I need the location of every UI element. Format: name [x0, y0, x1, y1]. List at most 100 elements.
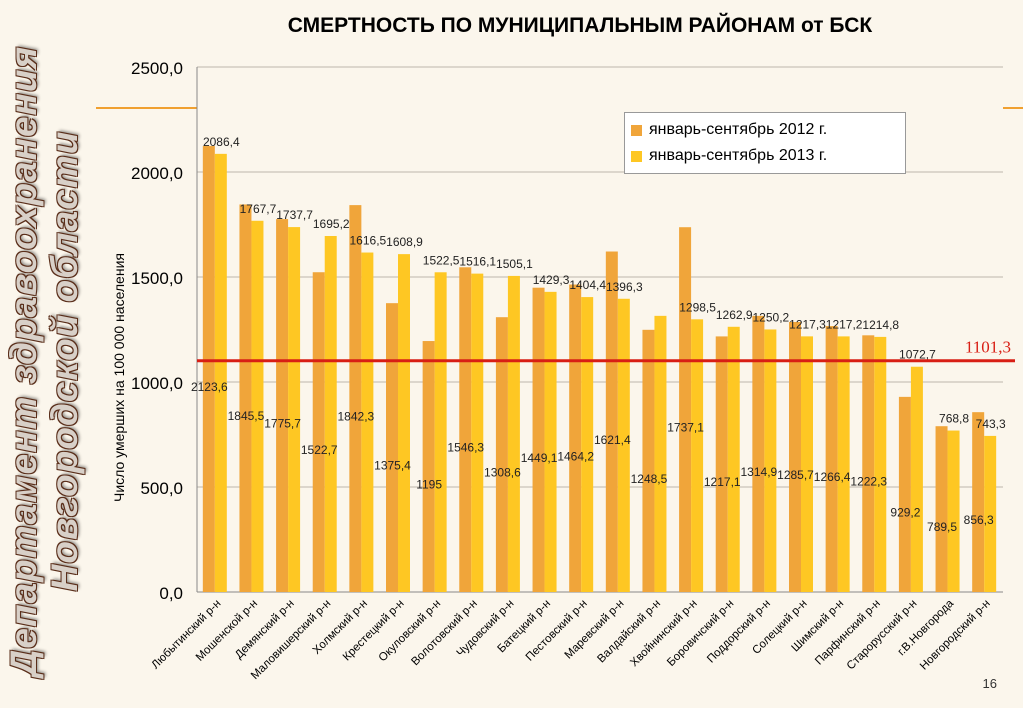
bar-2013 [984, 435, 997, 592]
data-label-2012: 1449,1 [521, 451, 558, 465]
y-tick-label: 1500,0 [131, 269, 183, 288]
data-label-2013: 1429,3 [533, 273, 570, 287]
data-label-2012: 1222,3 [850, 475, 887, 489]
data-label-2013: 1695,2 [313, 217, 350, 231]
bar-2013 [910, 366, 923, 592]
category-label: Волотовский р-н [409, 598, 480, 669]
data-label-2013: 1404,4 [569, 278, 606, 292]
data-label-2012: 1195 [416, 478, 442, 492]
y-axis-title: Число умерших на 100 000 населения [111, 253, 127, 502]
bar-2013 [727, 326, 740, 592]
category-label: Любытинский р-н [150, 598, 224, 672]
data-label-2012: 1546,3 [447, 441, 484, 455]
bar-2013 [251, 220, 264, 592]
data-label-2012: 1845,5 [228, 409, 265, 423]
data-label-2012: 1737,1 [667, 421, 704, 435]
bar-2013 [837, 336, 850, 592]
data-label-2012: 1464,2 [557, 449, 594, 463]
slide-title: СМЕРТНОСТЬ ПО МУНИЦИПАЛЬНЫМ РАЙОНАМ от Б… [287, 14, 873, 37]
reference-line-label: 1101,3 [965, 338, 1011, 357]
data-label-2013: 1214,8 [862, 318, 899, 332]
bar-2012 [605, 251, 618, 593]
data-label-2013: 1250,2 [753, 310, 790, 324]
data-label-2013: 2086,4 [203, 135, 240, 149]
y-tick-label: 2000,0 [131, 164, 183, 183]
bar-2012 [532, 287, 545, 592]
data-label-2012: 1775,7 [264, 417, 301, 431]
data-label-2012: 856,3 [964, 513, 994, 527]
bar-2012 [569, 284, 582, 592]
bar-2013 [947, 430, 960, 592]
data-label-2013: 1616,5 [350, 234, 387, 248]
bar-2013 [874, 336, 887, 592]
category-label: Парфинский р-н [813, 598, 883, 668]
data-label-2013: 743,3 [976, 417, 1006, 431]
data-label-2013: 1217,2 [826, 317, 863, 331]
data-label-2013: 1516,1 [459, 255, 496, 269]
bar-2012 [642, 329, 655, 592]
bar-2012 [422, 341, 435, 592]
data-label-2012: 929,2 [890, 505, 920, 519]
data-label-2012: 1375,4 [374, 459, 411, 473]
bar-2012 [862, 335, 875, 592]
category-label: Хвойнинский р-н [628, 598, 699, 669]
page-number: 16 [982, 676, 997, 691]
bar-2013 [361, 252, 374, 592]
y-tick-label: 0,0 [159, 584, 183, 603]
bar-2012 [935, 426, 948, 592]
bar-2012 [898, 396, 911, 592]
legend-label-2012: январь-сентябрь 2012 г. [649, 121, 828, 138]
legend-swatch-2012 [631, 124, 642, 136]
category-label: Валдайский р-н [595, 598, 663, 666]
bar-2012 [386, 303, 398, 592]
category-label: Окуловский р-н [377, 598, 444, 665]
bar-2013 [581, 297, 594, 592]
bar-2012 [789, 322, 801, 592]
data-label-2012: 1842,3 [338, 410, 375, 424]
bar-2013 [214, 153, 227, 592]
data-label-2012: 1522,7 [301, 443, 338, 457]
bar-2012 [752, 315, 765, 592]
legend-item-2012: январь-сентябрь 2012 г. [631, 120, 827, 140]
legend-item-2013: январь-сентябрь 2013 г. [631, 146, 827, 166]
bar-2013 [471, 273, 484, 592]
bar-2012 [679, 227, 692, 593]
bar-2013 [398, 254, 410, 593]
data-label-2012: 1308,6 [484, 466, 521, 480]
bar-2012 [312, 272, 325, 592]
bar-2012 [972, 412, 985, 592]
data-label-2013: 1505,1 [496, 257, 533, 271]
bar-2012 [825, 326, 838, 592]
category-label: Боровичский р-н [665, 598, 736, 669]
bar-2013 [691, 319, 704, 592]
data-label-2013: 1262,9 [716, 308, 753, 322]
data-label-2013: 1522,5 [423, 253, 460, 267]
bar-2013 [288, 227, 301, 592]
data-label-2013: 1072,7 [899, 348, 936, 362]
data-label-2013: 768,8 [939, 412, 969, 426]
bar-2013 [654, 315, 667, 592]
data-label-2012: 1217,1 [704, 475, 741, 489]
category-label: Поддорский р-н [705, 598, 773, 666]
y-tick-label: 500,0 [140, 479, 183, 498]
data-label-2012: 1266,4 [814, 470, 851, 484]
data-label-2013: 1298,5 [679, 300, 716, 314]
bar-2013 [544, 291, 557, 592]
bar-2013 [324, 236, 337, 592]
bar-2012 [202, 146, 215, 592]
data-label-2013: 1737,7 [276, 208, 313, 222]
bar-2012 [459, 267, 472, 592]
legend-label-2013: январь-сентябрь 2013 г. [649, 147, 828, 164]
data-label-2012: 2123,6 [191, 380, 228, 394]
data-label-2013: 1608,9 [386, 235, 423, 249]
bar-2012 [349, 205, 362, 592]
bar-2012 [495, 317, 508, 592]
data-label-2012: 1314,9 [741, 465, 778, 479]
data-label-2013: 1217,3 [789, 317, 826, 331]
bar-2013 [434, 272, 447, 592]
data-label-2012: 1621,4 [594, 433, 631, 447]
bar-2013 [801, 336, 813, 592]
data-label-2012: 1285,7 [777, 468, 814, 482]
category-label: Новгородский р-н [918, 598, 993, 673]
